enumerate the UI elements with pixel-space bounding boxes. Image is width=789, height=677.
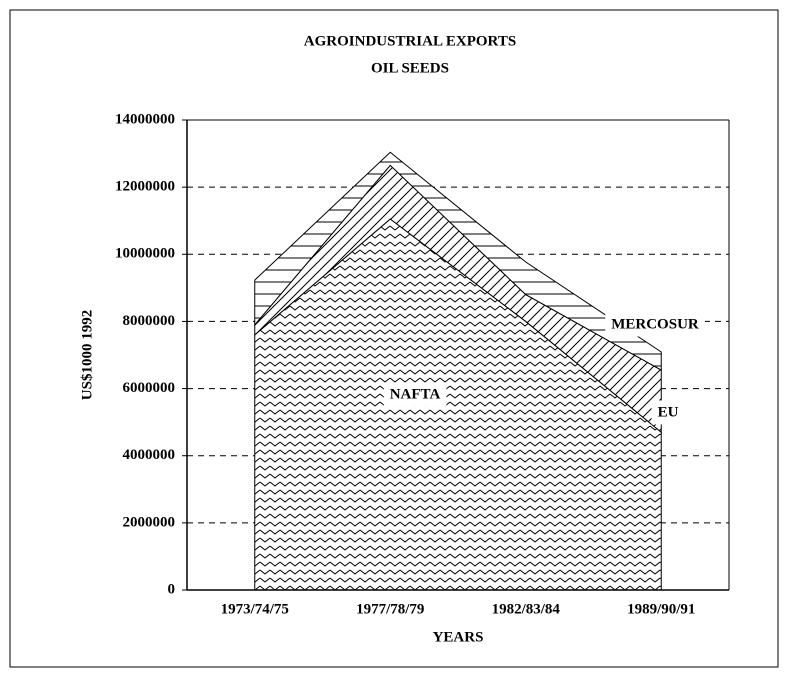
y-tick-label: 0	[168, 581, 176, 597]
x-axis-label: YEARS	[433, 629, 484, 645]
series-label: MERCOSUR	[611, 316, 699, 332]
chart-title: AGROINDUSTRIAL EXPORTS	[304, 33, 516, 49]
label-background	[651, 400, 685, 425]
y-tick-label: 8000000	[123, 313, 176, 329]
label-background	[605, 312, 705, 337]
series-label: EU	[658, 404, 679, 420]
x-tick-label: 1982/83/84	[492, 601, 561, 617]
y-tick-label: 10000000	[115, 246, 175, 262]
y-tick-label: 14000000	[115, 111, 175, 127]
x-tick-label: 1989/90/91	[627, 601, 695, 617]
label-background	[383, 382, 447, 407]
x-tick-label: 1973/74/75	[221, 601, 289, 617]
chart-subtitle: OIL SEEDS	[371, 60, 449, 76]
page-border	[9, 9, 779, 668]
y-tick-label: 4000000	[123, 447, 176, 463]
y-tick-label: 2000000	[123, 514, 176, 530]
y-tick-label: 12000000	[115, 179, 175, 195]
y-axis-label: US$1000 1992	[79, 310, 95, 400]
area	[254, 151, 662, 371]
x-tick-label: 1977/78/79	[356, 601, 424, 617]
y-tick-label: 6000000	[123, 380, 176, 396]
series-label: NAFTA	[390, 386, 441, 402]
